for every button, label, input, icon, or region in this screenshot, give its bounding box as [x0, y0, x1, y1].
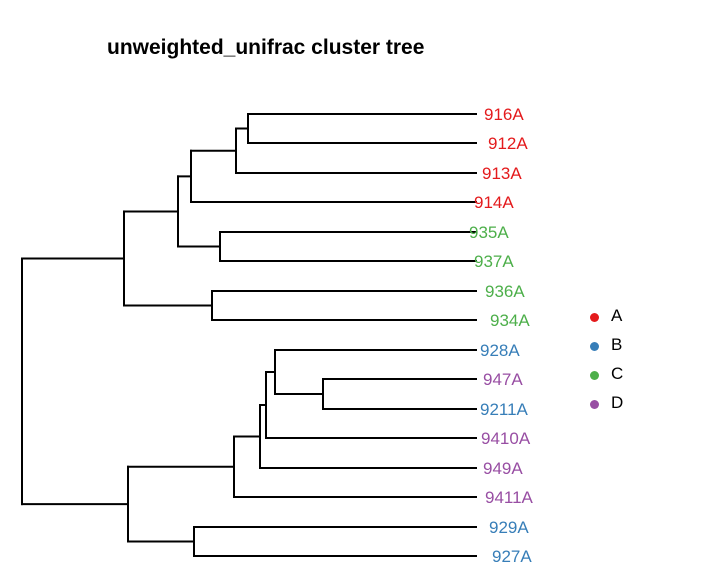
- chart-title: unweighted_unifrac cluster tree: [107, 36, 425, 59]
- legend-label-b: B: [611, 335, 623, 354]
- legend-item-b: B: [586, 335, 646, 357]
- legend-label-d: D: [611, 393, 624, 412]
- legend-dot-b: [590, 342, 599, 351]
- tip-label-934A: 934A: [490, 311, 530, 330]
- tip-label-9410A: 9410A: [481, 429, 531, 448]
- legend-item-a: A: [586, 306, 646, 328]
- tip-label-9211A: 9211A: [480, 400, 529, 419]
- legend-label-a: A: [611, 306, 623, 325]
- tip-label-928A: 928A: [480, 341, 520, 360]
- tip-label-927A: 927A: [492, 547, 532, 566]
- tip-label-937A: 937A: [474, 252, 514, 271]
- tip-label-9411A: 9411A: [485, 488, 534, 507]
- tip-label-912A: 912A: [488, 134, 528, 153]
- legend-item-d: D: [586, 393, 646, 415]
- legend-dot-d: [590, 400, 599, 409]
- legend-dot-a: [590, 313, 599, 322]
- tip-label-913A: 913A: [482, 164, 522, 183]
- tip-label-935A: 935A: [469, 223, 509, 242]
- tip-label-936A: 936A: [485, 282, 525, 301]
- tip-label-947A: 947A: [483, 370, 523, 389]
- tip-label-929A: 929A: [489, 518, 529, 537]
- legend-dot-c: [590, 371, 599, 380]
- legend-label-c: C: [611, 364, 624, 383]
- tip-label-914A: 914A: [474, 193, 514, 212]
- tip-label-949A: 949A: [483, 459, 523, 478]
- tip-label-916A: 916A: [484, 105, 524, 124]
- legend-item-c: C: [586, 364, 646, 386]
